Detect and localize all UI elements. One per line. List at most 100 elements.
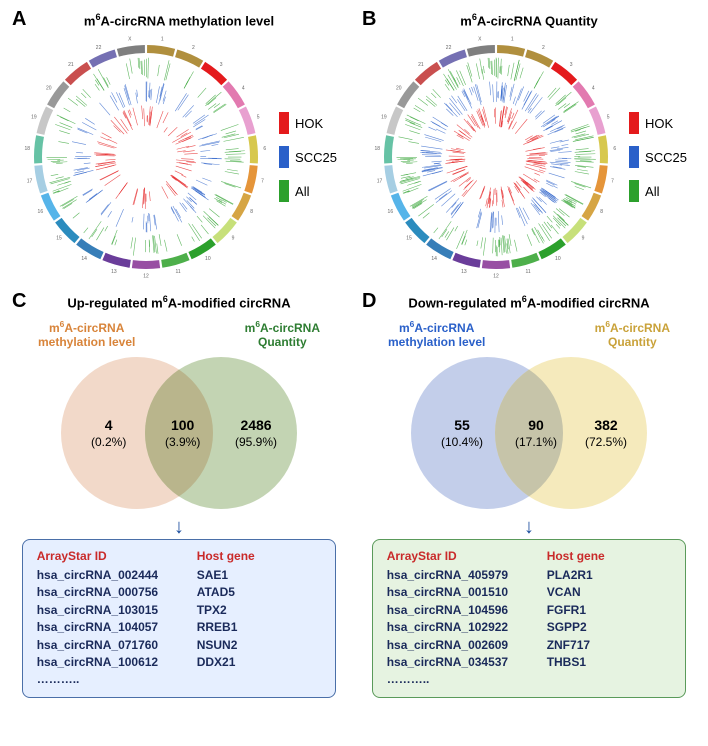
- svg-text:1: 1: [161, 37, 164, 43]
- arrow-c: ↓: [8, 517, 350, 537]
- venn-left-label: m6A-circRNAmethylation level: [388, 319, 485, 350]
- svg-text:4: 4: [592, 86, 595, 92]
- gene-row: hsa_circRNA_405979PLA2R1: [387, 567, 672, 584]
- venn-left-count: 55(10.4%): [441, 417, 483, 450]
- legend-swatch: [629, 112, 639, 134]
- gene-row: hsa_circRNA_102922SGPP2: [387, 619, 672, 636]
- svg-text:20: 20: [396, 86, 402, 92]
- venn-right-label: m6A-circRNAQuantity: [595, 319, 670, 350]
- gene-rows-ellipsis: ………..: [37, 671, 322, 688]
- gene-rows-ellipsis: ………..: [387, 671, 672, 688]
- svg-text:21: 21: [68, 62, 74, 68]
- svg-text:X: X: [478, 37, 482, 43]
- gene-box-c: ArrayStar IDHost genehsa_circRNA_002444S…: [22, 539, 337, 698]
- legend-label: All: [295, 184, 309, 199]
- svg-text:6: 6: [263, 147, 266, 153]
- gene-row: hsa_circRNA_103015TPX2: [37, 602, 322, 619]
- svg-text:2: 2: [542, 46, 545, 52]
- panel-a-label: A: [12, 8, 26, 31]
- svg-text:18: 18: [375, 147, 381, 153]
- panel-b: B m6A-circRNA Quantity 12345678910111213…: [358, 8, 700, 282]
- gene-row: hsa_circRNA_104057RREB1: [37, 619, 322, 636]
- legend-label: SCC25: [295, 150, 337, 165]
- panel-d-label: D: [362, 290, 376, 313]
- gene-row: hsa_circRNA_100612DDX21: [37, 654, 322, 671]
- legend-item: HOK: [629, 112, 687, 134]
- legend-item: HOK: [279, 112, 337, 134]
- gene-rows: hsa_circRNA_002444SAE1hsa_circRNA_000756…: [37, 567, 322, 671]
- gene-row: hsa_circRNA_001510VCAN: [387, 584, 672, 601]
- svg-text:9: 9: [582, 236, 585, 242]
- svg-text:5: 5: [257, 115, 260, 121]
- gene-row: hsa_circRNA_000756ATAD5: [37, 584, 322, 601]
- panel-c-title: Up-regulated m6A-modified circRNA: [8, 294, 350, 310]
- svg-text:11: 11: [176, 269, 181, 275]
- panel-b-body: 12345678910111213141516171819202122X HOK…: [358, 32, 700, 282]
- svg-text:4: 4: [242, 86, 245, 92]
- gene-row: hsa_circRNA_104596FGFR1: [387, 602, 672, 619]
- gene-box-d: ArrayStar IDHost genehsa_circRNA_405979P…: [372, 539, 687, 698]
- panel-d-title: Down-regulated m6A-modified circRNA: [358, 294, 700, 310]
- panel-d: D Down-regulated m6A-modified circRNA m6…: [358, 290, 700, 697]
- svg-text:7: 7: [261, 179, 264, 185]
- panel-c: C Up-regulated m6A-modified circRNA m6A-…: [8, 290, 350, 697]
- svg-text:22: 22: [96, 46, 102, 52]
- panel-a: A m6A-circRNA methylation level 12345678…: [8, 8, 350, 282]
- panel-b-label: B: [362, 8, 376, 31]
- svg-text:1: 1: [511, 37, 514, 43]
- svg-text:12: 12: [143, 274, 149, 280]
- svg-text:15: 15: [406, 236, 412, 242]
- gene-row: hsa_circRNA_002609ZNF717: [387, 637, 672, 654]
- legend-swatch: [629, 146, 639, 168]
- svg-text:5: 5: [607, 115, 610, 121]
- gene-rows: hsa_circRNA_405979PLA2R1hsa_circRNA_0015…: [387, 567, 672, 671]
- legend-label: HOK: [295, 116, 323, 131]
- svg-text:13: 13: [111, 269, 117, 275]
- svg-text:10: 10: [555, 256, 561, 262]
- panel-a-body: 12345678910111213141516171819202122X HOK…: [8, 32, 350, 282]
- svg-text:16: 16: [388, 209, 394, 215]
- svg-text:14: 14: [431, 256, 437, 262]
- svg-text:15: 15: [56, 236, 62, 242]
- venn-inter-count: 100(3.9%): [165, 417, 200, 450]
- svg-text:13: 13: [461, 269, 467, 275]
- circos-plot-a: 12345678910111213141516171819202122X: [21, 32, 271, 282]
- venn-right-count: 382(72.5%): [585, 417, 627, 450]
- svg-text:10: 10: [205, 256, 211, 262]
- venn-d: m6A-circRNAmethylation level m6A-circRNAQ…: [358, 315, 700, 515]
- circos-plot-b: 12345678910111213141516171819202122X: [371, 32, 621, 282]
- svg-text:3: 3: [570, 62, 573, 68]
- gene-row: hsa_circRNA_002444SAE1: [37, 567, 322, 584]
- svg-text:20: 20: [46, 86, 52, 92]
- legend-swatch: [279, 146, 289, 168]
- legend-item: SCC25: [279, 146, 337, 168]
- venn-left-count: 4(0.2%): [91, 417, 126, 450]
- venn-right-label: m6A-circRNAQuantity: [245, 319, 320, 350]
- svg-text:19: 19: [381, 115, 387, 121]
- panel-b-title: m6A-circRNA Quantity: [358, 12, 700, 28]
- legend-item: SCC25: [629, 146, 687, 168]
- gene-row: hsa_circRNA_034537THBS1: [387, 654, 672, 671]
- svg-text:17: 17: [377, 179, 383, 185]
- svg-text:12: 12: [493, 274, 499, 280]
- legend-label: All: [645, 184, 659, 199]
- svg-text:22: 22: [446, 46, 452, 52]
- legend-label: SCC25: [645, 150, 687, 165]
- venn-left-label: m6A-circRNAmethylation level: [38, 319, 135, 350]
- venn-inter-count: 90(17.1%): [515, 417, 557, 450]
- arrow-d: ↓: [358, 517, 700, 537]
- figure-grid: A m6A-circRNA methylation level 12345678…: [8, 8, 700, 698]
- legend-swatch: [279, 112, 289, 134]
- legend-swatch: [629, 180, 639, 202]
- svg-text:8: 8: [600, 209, 603, 215]
- svg-text:9: 9: [232, 236, 235, 242]
- svg-text:2: 2: [192, 46, 195, 52]
- svg-text:3: 3: [220, 62, 223, 68]
- legend-label: HOK: [645, 116, 673, 131]
- legend-b: HOK SCC25 All: [629, 112, 687, 202]
- legend-item: All: [279, 180, 337, 202]
- panel-a-title: m6A-circRNA methylation level: [8, 12, 350, 28]
- svg-text:8: 8: [250, 209, 253, 215]
- svg-text:19: 19: [31, 115, 37, 121]
- legend-item: All: [629, 180, 687, 202]
